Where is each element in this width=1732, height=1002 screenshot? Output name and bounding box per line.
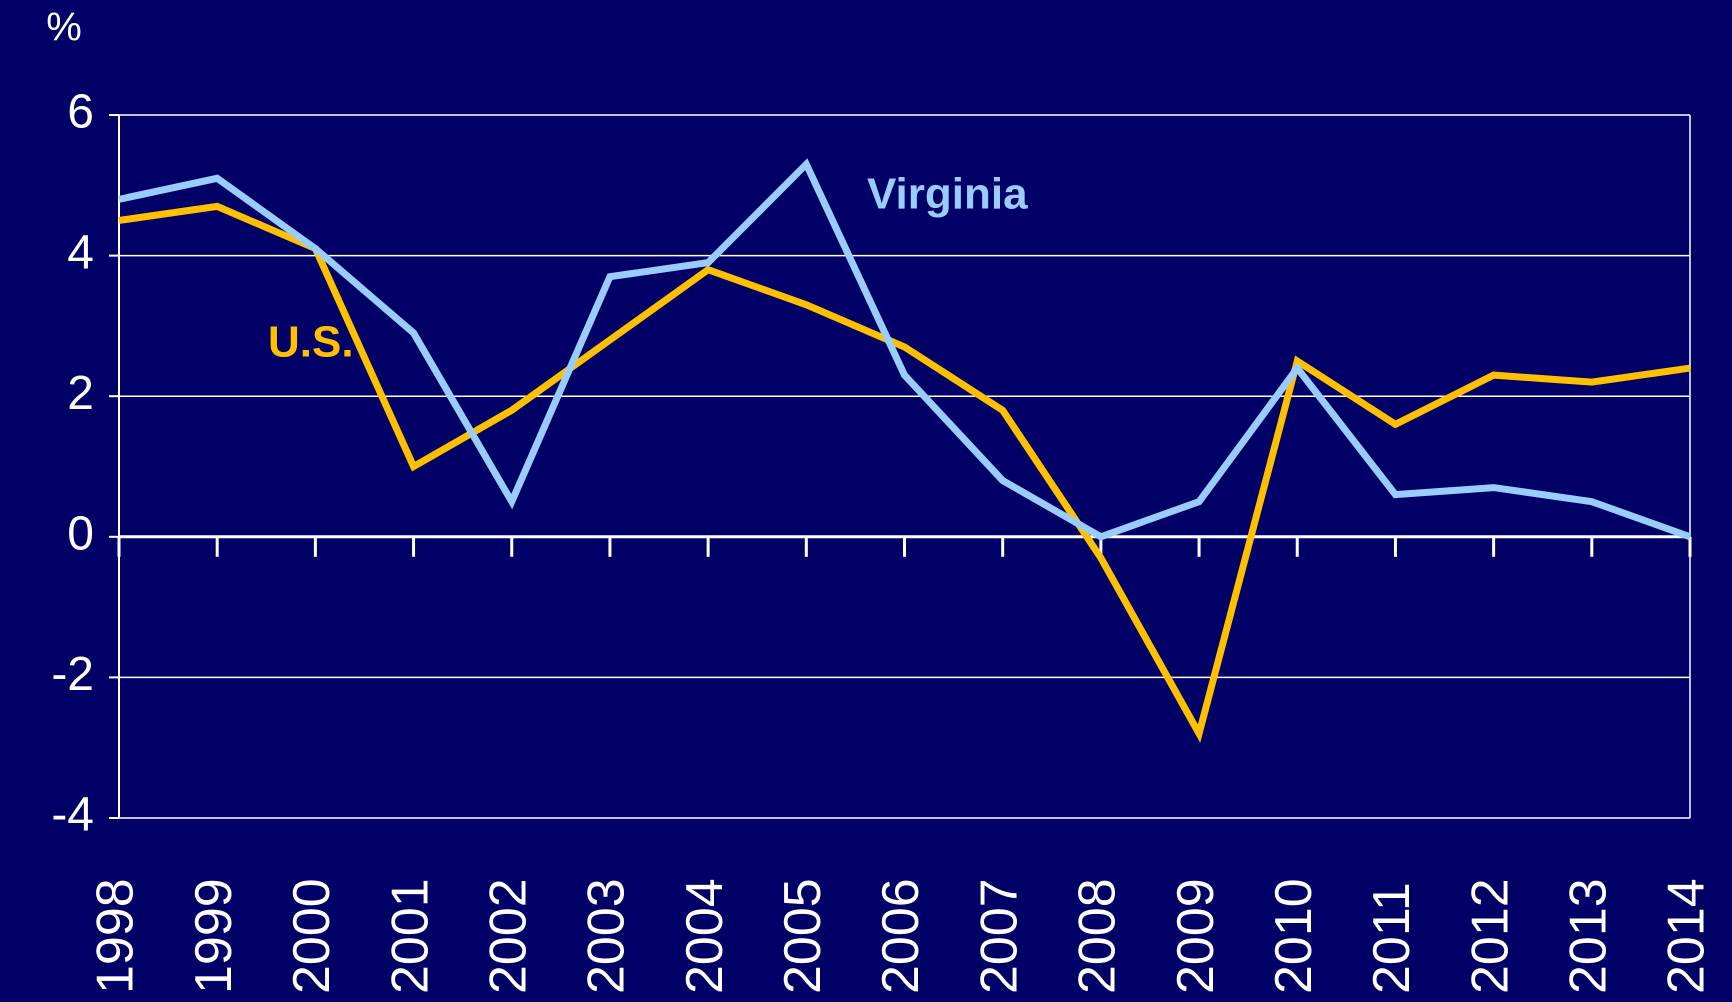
x-tick-label: 2007 [970,878,1028,994]
x-tick-label: 2002 [479,878,537,994]
x-tick-label: 2005 [774,878,832,994]
x-tick-label: 1999 [185,878,243,994]
x-tick-label: 1998 [87,878,145,994]
x-tick-label: 2004 [676,878,734,994]
y-tick-label: 2 [67,367,94,420]
x-tick-label: 2000 [283,878,341,994]
y-tick-label: -2 [51,648,94,701]
series-label: U.S. [268,318,354,367]
x-tick-label: 2008 [1069,878,1127,994]
y-tick-label: 4 [67,226,94,279]
y-unit-label: % [46,6,82,50]
series-line [118,202,1691,743]
y-tick-label: -4 [51,789,94,842]
x-tick-label: 2006 [872,878,930,994]
x-tick-label: 2012 [1461,878,1519,994]
x-tick-label: 2001 [381,878,439,994]
x-tick-label: 2009 [1167,878,1225,994]
series-label: Virginia [867,170,1028,219]
series-line [118,158,1692,541]
y-tick-label: 0 [67,507,94,560]
x-tick-label: 2010 [1265,878,1323,994]
x-tick-label: 2014 [1658,878,1716,994]
x-tick-label: 2003 [578,878,636,994]
y-tick-label: 6 [67,86,94,139]
x-tick-label: 2011 [1363,882,1421,994]
x-tick-label: 2013 [1560,878,1618,994]
